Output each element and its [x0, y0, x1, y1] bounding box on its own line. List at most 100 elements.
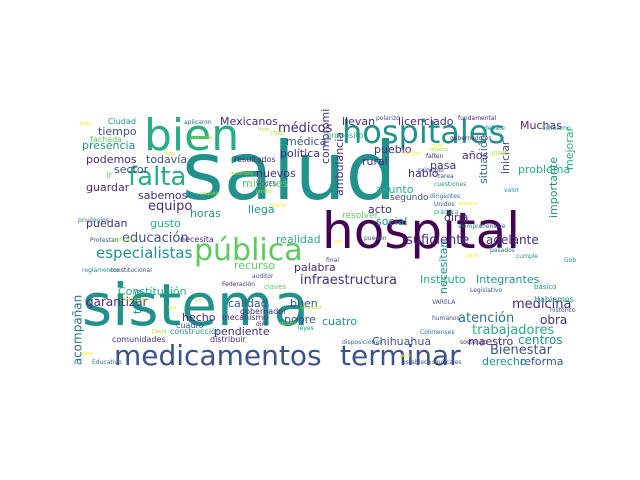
word-medicamentos: medicamentos [114, 339, 322, 372]
word-auditor: auditor [252, 273, 274, 280]
word-chihuahua: Chihuahua [372, 335, 432, 348]
word-siempre: siempre [458, 223, 483, 230]
word-comunidades: comunidades [112, 335, 166, 344]
word-reforma: reforma [520, 355, 564, 368]
word-mejorar: mejorar [563, 126, 576, 170]
word-participar: participar [112, 237, 137, 243]
word-deterioro: deterioró [230, 171, 253, 177]
word-adelante: adelante [486, 233, 539, 247]
word-usar: usar [432, 143, 443, 149]
word-atender: atender [458, 201, 478, 207]
word-aplicaron: aplicaron [184, 119, 212, 126]
word-tarea: tarea [438, 173, 454, 180]
word-necesitan: necesitan [437, 240, 450, 294]
word-integrantes: Integrantes [476, 273, 540, 286]
word-salvador: Salvador [300, 305, 322, 311]
word-hablo: habló [408, 167, 439, 180]
word-rural: rural [362, 155, 388, 168]
word-problema: problema [518, 163, 571, 176]
word-sostengo: sostengo [460, 339, 488, 346]
word-pasados: pasados [490, 247, 515, 254]
word-mexicanos: Mexicanos [220, 115, 278, 128]
word-legislativo: Legislativo [470, 287, 503, 294]
word-falten: falten [426, 153, 444, 160]
word-operar: operar [270, 203, 287, 209]
word-establece: establece [402, 359, 432, 366]
word-historico: histórico [550, 307, 576, 314]
word-llevan: llevan [342, 115, 376, 128]
word-debate: debate [484, 125, 506, 132]
word-peor: peor [82, 351, 94, 357]
word-medica: médica [286, 135, 327, 148]
word-jorge: JORGE [492, 151, 508, 157]
word-suficiente: suficiente [406, 233, 470, 248]
word-sistema: sistema [82, 271, 310, 339]
word-gusto: gusto [150, 217, 181, 230]
word-sindicales: sindicales [432, 359, 462, 366]
word-diria: diría [444, 211, 469, 224]
word-resultados: resultados [234, 155, 276, 164]
word-tiempo: tiempo [98, 125, 137, 138]
word-infraestructura: infraestructura [300, 273, 397, 288]
word-salud: salud [182, 125, 397, 218]
word-obra: obra [540, 313, 568, 327]
word-oficina: oficina [404, 151, 421, 157]
word-centros: centros [518, 333, 563, 347]
word-guardar: guardar [86, 181, 130, 194]
word-hice: Hice [258, 127, 269, 133]
word-basico: básico [534, 283, 557, 291]
word-bienestar: Bienestar [490, 343, 552, 358]
word-colimenses: Colimenses [420, 329, 455, 336]
word-constitucion: Constitución [118, 285, 187, 298]
word-adquirir: adquirir [200, 191, 220, 197]
word-proposito: propósito [326, 131, 364, 140]
word-asimismo: asimismo [542, 125, 571, 132]
word-medicina: medicina [512, 297, 572, 312]
word-politica: política [280, 147, 320, 160]
word-segundo: segundo [390, 193, 429, 203]
word-instituto: Instituto [420, 273, 466, 286]
word-educativo: Educativo [92, 359, 122, 366]
word-cord: CORD [270, 131, 285, 137]
word-falta: falta [128, 162, 187, 192]
word-unidos: Unidos [434, 201, 455, 208]
word-sea: sea [168, 305, 177, 311]
word-resolver: resolver [342, 211, 379, 221]
word-sur: Sur [194, 297, 203, 303]
word-hospital: hospital [322, 202, 521, 260]
word-ciudad: Ciudad [108, 117, 136, 126]
word-pueden: pueden [364, 235, 387, 242]
word-educacion: educación [122, 231, 189, 246]
word-todo: todo [80, 121, 92, 127]
word-david: David [152, 329, 167, 335]
word-ir: ir [106, 171, 113, 181]
word-pueblo: pueblo [374, 143, 412, 156]
word-ciudadanos: ciudadanos [120, 297, 149, 303]
word-palabra: palabra [294, 261, 336, 274]
word-humanos: humanos [432, 315, 460, 322]
word-muchas: Muchas [520, 119, 562, 132]
word-hecho: hecho [182, 311, 216, 324]
word-presencia: presencia [82, 139, 136, 152]
word-polarizo: polarizó [376, 115, 400, 122]
word-atencion: atención [458, 311, 515, 326]
word-cuestiones: cuestiones [434, 181, 467, 188]
word-nuevos: nuevos [256, 167, 296, 180]
word-dira: dirá [256, 321, 268, 328]
word-cumple: cumple [516, 253, 539, 260]
word-reglamentos: reglamentos [82, 267, 120, 274]
word-varela: VARELA [432, 299, 456, 306]
word-necesita: necesita [180, 235, 214, 244]
word-principio: principio [418, 167, 444, 174]
word-hospitales: hospitales [342, 113, 506, 151]
word-derecho: derecho [482, 355, 527, 368]
word-sabemos: sabemos [138, 189, 188, 202]
word-gobernador: gobernador [240, 307, 287, 316]
word-millones: millones [242, 177, 289, 190]
word-final: final [326, 257, 339, 264]
word-ver: ver [334, 239, 343, 245]
word-mensaje: mensaje [480, 223, 506, 230]
word-trabajadores: trabajadores [472, 323, 555, 338]
word-ambulancia: ambulancia [333, 131, 346, 196]
word-medicos: médicos [278, 121, 333, 136]
